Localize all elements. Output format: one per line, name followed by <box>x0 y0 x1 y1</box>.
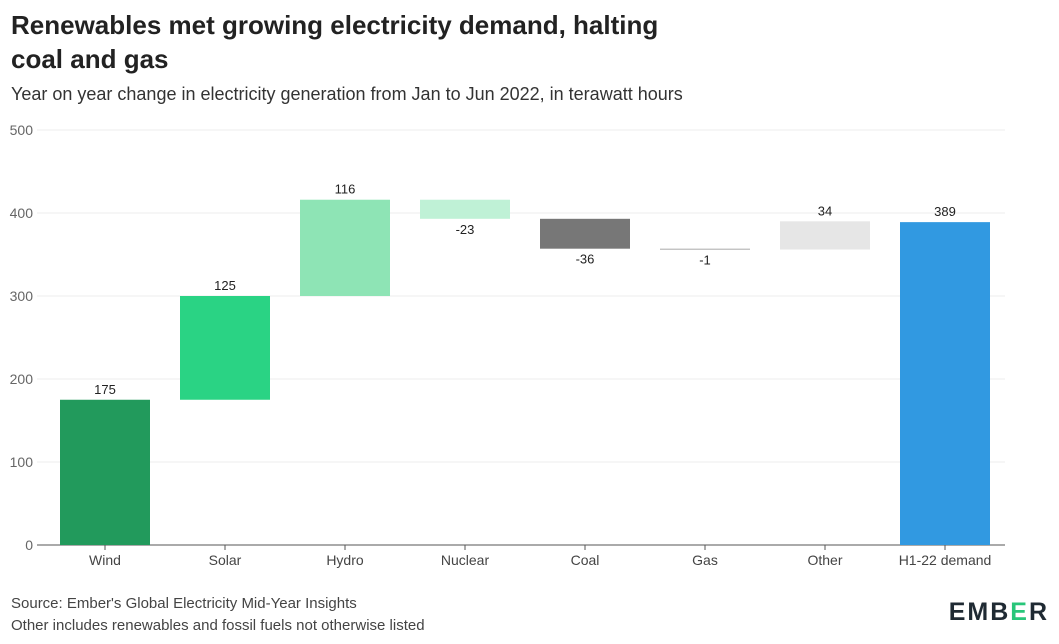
ember-logo: EMBER <box>949 598 1049 627</box>
x-tick-label: H1-22 demand <box>899 552 992 568</box>
y-tick-label: 0 <box>25 537 33 553</box>
data-label: 389 <box>934 204 956 219</box>
logo-mid: E <box>1010 598 1029 626</box>
data-label: 125 <box>214 278 236 293</box>
y-tick-label: 100 <box>10 454 34 470</box>
bar-wind <box>60 399 150 545</box>
logo-suffix: R <box>1028 598 1049 626</box>
x-tick-label: Gas <box>692 552 718 568</box>
bar-hydro <box>300 199 390 296</box>
footnote: Other includes renewables and fossil fue… <box>11 617 425 634</box>
x-tick-label: Coal <box>571 552 600 568</box>
data-label: -1 <box>699 253 711 268</box>
x-tick-label: Hydro <box>326 552 364 568</box>
bar-solar <box>180 296 270 400</box>
x-tick-label: Nuclear <box>441 552 490 568</box>
y-tick-label: 300 <box>10 288 34 304</box>
bar-h1-22-demand <box>900 222 990 545</box>
data-label: 34 <box>818 203 832 218</box>
bar-other <box>780 221 870 250</box>
y-axis-tick-labels: 0 100 200 300 400 500 <box>10 122 34 553</box>
data-label: -36 <box>576 252 595 267</box>
bar-gas <box>660 248 750 250</box>
y-tick-label: 500 <box>10 122 34 138</box>
x-tick-label: Solar <box>209 552 242 568</box>
data-label: -23 <box>456 222 475 237</box>
bar-nuclear <box>420 199 510 219</box>
chart-subtitle: Year on year change in electricity gener… <box>11 84 683 104</box>
y-tick-label: 200 <box>10 371 34 387</box>
data-label: 116 <box>335 182 356 197</box>
bars <box>60 199 990 545</box>
bar-coal <box>540 218 630 249</box>
x-tick-label: Other <box>807 552 842 568</box>
data-label: 175 <box>94 382 116 397</box>
y-tick-label: 400 <box>10 205 34 221</box>
logo-prefix: EMB <box>948 598 1011 626</box>
source-note: Source: Ember's Global Electricity Mid-Y… <box>11 595 357 612</box>
x-tick-label: Wind <box>89 552 121 568</box>
x-axis-tick-labels: Wind Solar Hydro Nuclear Coal Gas Other H1-22 d… <box>89 552 991 568</box>
data-labels: 175 125 116 -23 -36 -1 34 389 <box>94 182 956 397</box>
chart-title: Renewables met growing electricity deman… <box>11 10 659 74</box>
